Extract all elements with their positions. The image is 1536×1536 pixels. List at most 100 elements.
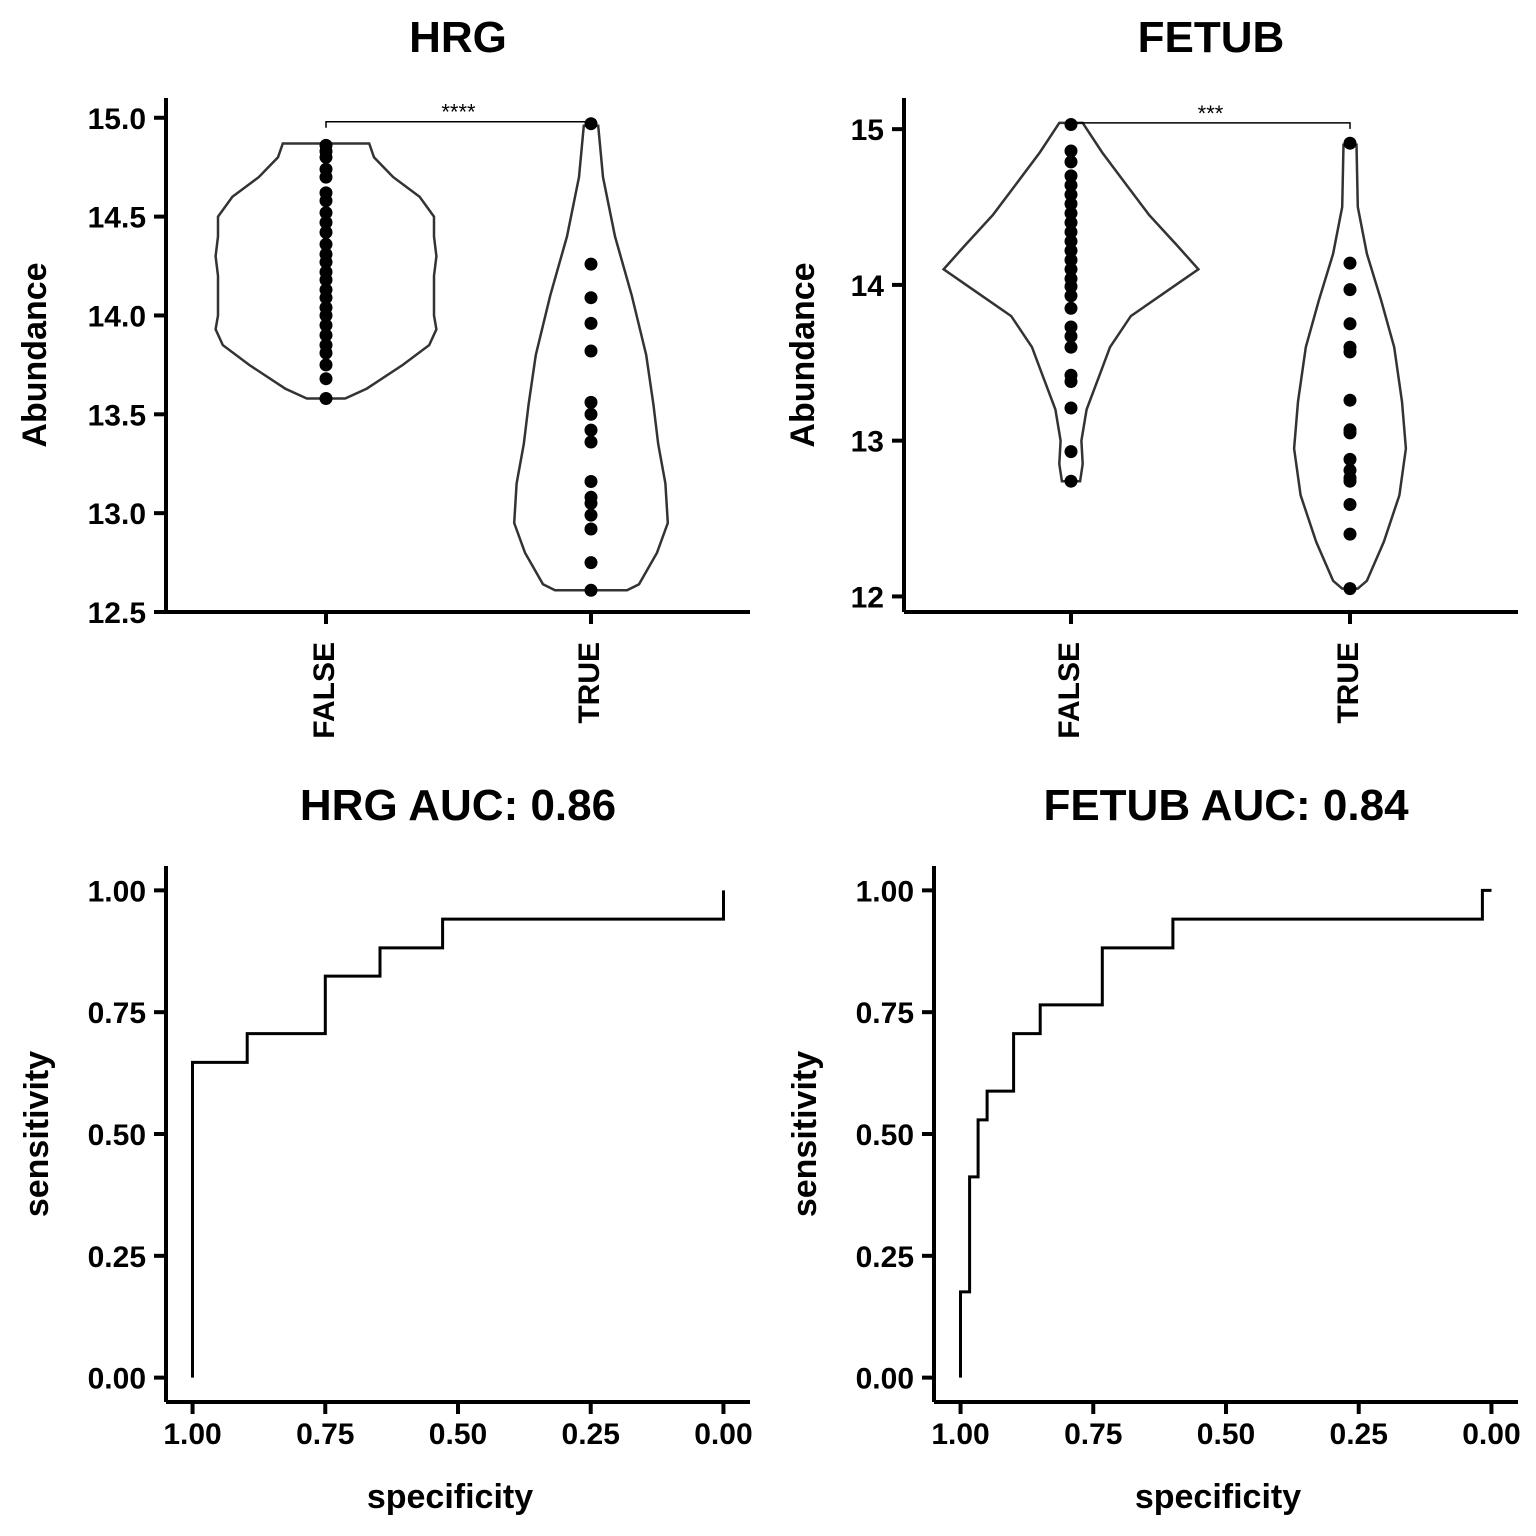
- violin-true: [512, 124, 670, 592]
- data-point: [584, 522, 598, 536]
- chart-title: FETUB AUC: 0.84: [1043, 781, 1409, 830]
- data-point: [584, 496, 598, 510]
- significance-label: ***: [1198, 101, 1224, 126]
- roc-panel-fetub: FETUB AUC: 0.84 sensitivity 0.00 0.25 0.50 0.…: [786, 781, 1521, 1516]
- data-point: [1343, 426, 1357, 440]
- x-tick-label: 0.00: [1462, 1418, 1520, 1451]
- data-point: [319, 206, 333, 220]
- data-point: [1064, 445, 1078, 459]
- chart-title: HRG AUC: 0.86: [300, 781, 616, 830]
- y-tick-label: 15: [851, 114, 884, 147]
- x-tick-label: 0.50: [1197, 1418, 1255, 1451]
- data-point: [584, 395, 598, 409]
- x-axis-title: specificity: [367, 1478, 533, 1516]
- x-tick-label: 0.75: [1064, 1418, 1122, 1451]
- data-point: [319, 291, 333, 305]
- data-point: [319, 273, 333, 287]
- y-tick-label: 13: [851, 426, 884, 459]
- y-tick-label: 1.00: [88, 875, 146, 908]
- x-tick-label: TRUE: [1332, 642, 1365, 724]
- data-point: [584, 435, 598, 449]
- data-point: [1064, 216, 1078, 230]
- data-point: [1343, 393, 1357, 407]
- data-point: [319, 309, 333, 322]
- data-point: [319, 237, 333, 251]
- data-point: [1343, 136, 1357, 150]
- data-point: [1064, 225, 1078, 239]
- data-point: [1064, 301, 1078, 315]
- y-tick-label: 13.5: [88, 399, 146, 432]
- y-axis-title: sensitivity: [786, 1051, 824, 1217]
- data-point: [319, 372, 333, 386]
- data-point: [1343, 256, 1357, 270]
- data-point: [1064, 234, 1078, 248]
- data-point: [1064, 375, 1078, 388]
- data-point: [1064, 244, 1078, 258]
- data-point: [584, 475, 598, 488]
- y-tick-label: 0.75: [88, 997, 146, 1030]
- x-axis-title: specificity: [1135, 1478, 1301, 1516]
- roc-curve: [959, 888, 1492, 1378]
- y-tick-label: 12.5: [88, 597, 146, 630]
- y-axis-title: Abundance: [16, 262, 54, 447]
- data-point: [319, 318, 333, 332]
- significance-bracket: [1070, 122, 1351, 129]
- roc-curve: [191, 890, 725, 1378]
- data-point: [584, 344, 598, 358]
- y-axis-title: Abundance: [784, 262, 822, 447]
- chart-title: HRG: [409, 13, 507, 62]
- violin-panel-fetub: FETUB Abundance 12 13 14 15 FALSE TRUE ***: [784, 13, 1518, 739]
- data-point: [319, 194, 333, 208]
- data-point: [584, 583, 598, 597]
- data-point: [319, 346, 333, 360]
- data-point: [319, 255, 333, 269]
- y-tick-label: 1.00: [856, 875, 914, 908]
- data-point: [1064, 289, 1078, 303]
- x-tick-label: 0.25: [1330, 1418, 1388, 1451]
- y-tick-label: 14.5: [88, 202, 146, 235]
- data-point: [319, 216, 333, 229]
- data-point: [1064, 401, 1078, 415]
- y-tick-label: 14.0: [88, 300, 146, 333]
- data-point: [1343, 283, 1357, 297]
- data-point: [1064, 144, 1078, 158]
- data-point: [1064, 169, 1078, 183]
- chart-title: FETUB: [1138, 13, 1285, 62]
- y-tick-label: 0.00: [88, 1363, 146, 1396]
- violin-false: [941, 121, 1201, 483]
- data-point: [584, 556, 598, 570]
- violin-true: [1292, 143, 1408, 590]
- data-point: [584, 257, 598, 271]
- data-point: [1064, 188, 1078, 202]
- data-point: [1343, 345, 1357, 359]
- data-point: [1343, 527, 1357, 541]
- y-tick-label: 14: [851, 270, 885, 303]
- data-point: [1064, 155, 1078, 169]
- data-point: [584, 316, 598, 330]
- data-point: [584, 508, 598, 522]
- violin-false: [214, 142, 438, 400]
- y-tick-label: 0.50: [856, 1119, 914, 1152]
- data-point: [319, 328, 333, 342]
- significance-bracket: [325, 120, 592, 128]
- data-point: [584, 291, 598, 305]
- x-tick-label: 0.50: [429, 1418, 487, 1451]
- data-point: [1064, 206, 1078, 220]
- data-point: [319, 358, 333, 372]
- y-tick-label: 15.0: [88, 103, 146, 136]
- x-tick-label: 0.00: [694, 1418, 752, 1451]
- y-tick-label: 0.25: [856, 1241, 914, 1274]
- data-point: [1343, 317, 1357, 331]
- x-tick-label: 0.25: [562, 1418, 620, 1451]
- data-point: [1064, 280, 1078, 293]
- x-tick-label: FALSE: [1053, 642, 1086, 739]
- data-point: [584, 407, 598, 421]
- roc-panel-hrg: HRG AUC: 0.86 sensitivity 0.00 0.25 0.50 0.75…: [18, 781, 753, 1516]
- y-tick-label: 0.75: [856, 997, 914, 1030]
- data-point: [1064, 253, 1078, 267]
- y-tick-label: 0.50: [88, 1119, 146, 1152]
- data-point: [1064, 329, 1078, 343]
- data-point: [1064, 474, 1078, 488]
- y-axis-title: sensitivity: [18, 1051, 56, 1217]
